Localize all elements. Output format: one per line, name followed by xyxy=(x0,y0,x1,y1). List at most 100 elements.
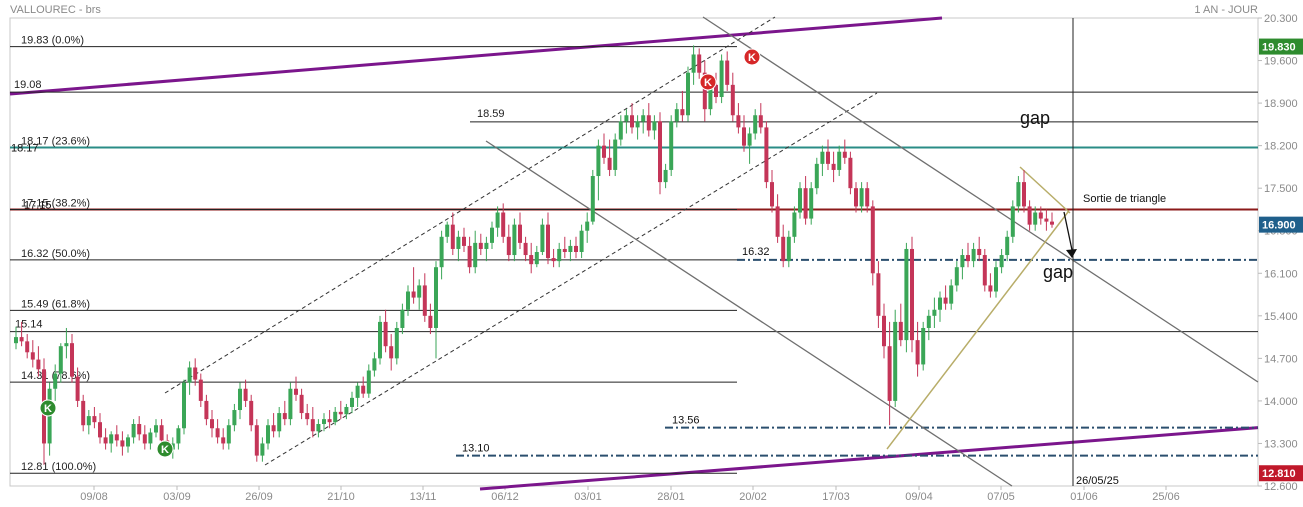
candle-body xyxy=(882,315,886,347)
candle-body xyxy=(422,285,427,316)
candle-body xyxy=(355,385,360,398)
candle-body xyxy=(249,400,254,426)
candle-body xyxy=(590,176,595,222)
level-label-13-56: 13.56 xyxy=(672,415,700,427)
date-cursor-label: 26/05/25 xyxy=(1076,475,1119,487)
x-tick-label: 06/12 xyxy=(491,491,519,503)
candle-body xyxy=(193,367,198,380)
signal-badge-label: K xyxy=(44,403,52,415)
candle-body xyxy=(730,84,735,116)
candle-body xyxy=(635,121,640,128)
candle-body xyxy=(506,236,511,256)
candle-body xyxy=(568,245,573,252)
candle-body xyxy=(540,224,545,252)
candle-body xyxy=(70,343,74,377)
candle-body xyxy=(361,385,366,394)
fib-level-label: 17.15 (38.2%) xyxy=(21,197,90,209)
candle-body xyxy=(876,273,881,316)
candle-body xyxy=(338,411,343,415)
candle-body xyxy=(786,236,791,262)
candle-body xyxy=(523,242,528,256)
red-level-label: 17.15 xyxy=(24,199,52,211)
candle-body xyxy=(686,72,690,116)
candle-body xyxy=(887,346,892,401)
y-tick-label: 18.200 xyxy=(1264,141,1298,153)
fib-level-label: 15.49 (61.8%) xyxy=(21,298,90,310)
candle-body xyxy=(893,321,898,401)
candle-body xyxy=(411,291,416,298)
candle-body xyxy=(714,84,718,98)
candle-body xyxy=(322,419,326,425)
x-tick-label: 25/06 xyxy=(1152,491,1180,503)
candle-body xyxy=(758,115,763,128)
candle-body xyxy=(288,388,293,420)
gap-label-top: gap xyxy=(1020,108,1050,128)
candle-body xyxy=(282,413,287,420)
candle-body xyxy=(842,151,847,158)
candle-body xyxy=(798,188,802,213)
fib-level-label: 16.32 (50.0%) xyxy=(21,248,90,260)
candle-body xyxy=(484,242,489,249)
candle-body xyxy=(820,151,825,164)
purple-trendline-lower xyxy=(479,426,1259,491)
candle-body xyxy=(579,230,584,252)
candle-body xyxy=(428,315,433,328)
candle-body xyxy=(14,337,18,344)
candle-body xyxy=(294,388,298,395)
y-tick-label: 18.900 xyxy=(1264,98,1298,110)
candle-body xyxy=(809,188,814,219)
candle-body xyxy=(159,425,164,441)
candle-body xyxy=(669,121,674,170)
candle-body xyxy=(848,157,853,189)
candle-body xyxy=(350,397,354,407)
candle-body xyxy=(904,248,909,341)
candle-body xyxy=(103,437,108,444)
candle-body xyxy=(344,406,349,415)
candle-body xyxy=(310,419,315,432)
candle-body xyxy=(445,224,450,237)
x-tick-label: 03/01 xyxy=(574,491,602,503)
plot-frame xyxy=(9,17,1259,487)
price-badge xyxy=(1259,38,1303,55)
dashed-channel-upper xyxy=(164,16,776,394)
candle-body xyxy=(674,109,679,122)
candle-body xyxy=(495,212,500,228)
candle-body xyxy=(36,359,41,370)
candle-body xyxy=(994,267,998,292)
candle-body xyxy=(753,115,758,134)
candle-body xyxy=(182,382,186,429)
candle-body xyxy=(926,315,931,328)
x-tick-label: 20/02 xyxy=(739,491,767,503)
candle-body xyxy=(618,121,623,140)
candle-body xyxy=(490,227,494,243)
candle-body xyxy=(25,341,30,353)
candle-body xyxy=(30,352,35,360)
candle-body xyxy=(406,291,410,310)
candle-body xyxy=(131,424,136,438)
candle-body xyxy=(624,115,629,122)
candle-body xyxy=(1050,221,1054,225)
candle-body xyxy=(92,416,97,423)
candle-body xyxy=(831,163,836,170)
x-tick-label: 03/09 xyxy=(163,491,191,503)
candle-body xyxy=(977,248,982,256)
breakout-arrow-head xyxy=(1066,249,1077,258)
candle-body xyxy=(921,327,926,365)
candle-body xyxy=(333,411,338,423)
level-label-18-59: 18.59 xyxy=(477,108,505,120)
chart-period: 1 AN - JOUR xyxy=(1194,4,1258,16)
dashed-channel-lower xyxy=(264,92,878,466)
candle-body xyxy=(142,434,147,444)
candle-body xyxy=(859,188,864,207)
teal-level-label: 18.17 xyxy=(11,142,39,154)
candle-body xyxy=(154,425,158,433)
candle-body xyxy=(126,437,130,447)
triangle-falling-line xyxy=(1019,166,1071,214)
gray-downtrend-upper xyxy=(702,16,1259,383)
candle-body xyxy=(999,255,1004,268)
candle-body xyxy=(898,321,903,341)
candle-body xyxy=(646,115,651,131)
x-tick-label: 09/04 xyxy=(905,491,933,503)
candle-body xyxy=(1027,206,1032,225)
price-badge-label: 16.900 xyxy=(1262,220,1296,232)
